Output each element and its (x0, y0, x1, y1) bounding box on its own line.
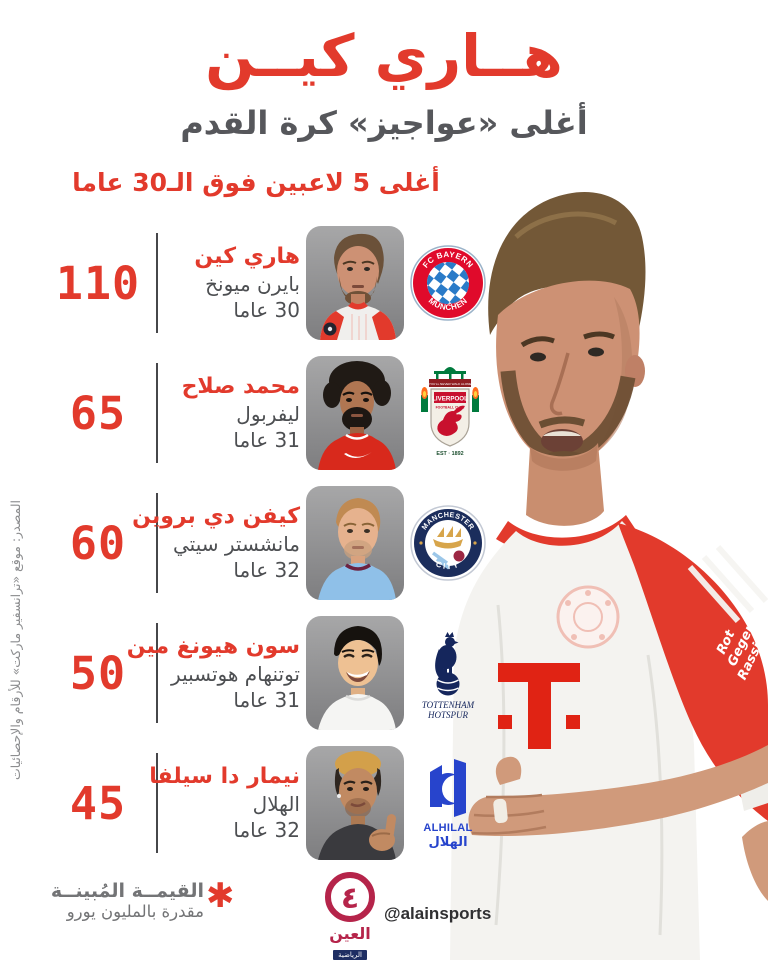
player-value: 65 (69, 386, 127, 440)
footnote-line1: القيمــة المُبينــة (50, 880, 204, 902)
player-club: الهلال (252, 792, 300, 817)
player-photo (306, 486, 404, 600)
alain-logo-badge: الرياضية (333, 950, 367, 960)
player-info: محمد صلاح ليفربول 31 عاما (168, 373, 300, 454)
row-divider (156, 233, 158, 333)
harry-kane-hero-photo: Rot Gegen Rassismus (450, 191, 768, 960)
row-divider (156, 493, 158, 593)
player-info: سون هيونغ مين توتنهام هوتسبير 31 عاما (126, 633, 300, 714)
player-row: 45 نيمار دا سيلفا الهلال 32 عاما (40, 738, 487, 868)
row-divider (156, 753, 158, 853)
alain-logo-icon: ٤ (325, 872, 375, 922)
player-name: محمد صلاح (181, 373, 300, 399)
player-age: 31 عاما (233, 428, 300, 453)
player-row: 110 هاري كين بايرن ميونخ 30 عاما (40, 218, 487, 348)
svg-text:٤: ٤ (341, 881, 359, 916)
player-photo (306, 356, 404, 470)
footnote-line2: مقدرة بالمليون يورو (66, 902, 204, 921)
footnote: القيمــة المُبينــة مقدرة بالمليون يورو (36, 880, 204, 921)
player-photo (306, 746, 404, 860)
player-value: 50 (69, 646, 127, 700)
player-name: كيفن دي بروين (132, 503, 300, 529)
alain-logo: ٤ العين الرياضية (320, 870, 380, 961)
club-crest (409, 365, 487, 461)
player-age: 32 عاما (233, 818, 300, 843)
player-age: 31 عاما (233, 688, 300, 713)
player-photo (306, 226, 404, 340)
club-crest (409, 625, 487, 721)
asterisk-icon: ✱ (206, 876, 235, 916)
source-credit: المصدر: موقع «ترانسفير ماركت» للأرقام وا… (8, 500, 23, 781)
player-info: كيفن دي بروين مانشستر سيتي 32 عاما (132, 503, 300, 584)
player-value: 45 (69, 776, 127, 830)
player-name: نيمار دا سيلفا (149, 763, 300, 789)
player-info: نيمار دا سيلفا الهلال 32 عاما (149, 763, 300, 844)
player-row: 60 كيفن دي بروين مانشستر سيتي 32 عاما (40, 478, 487, 608)
players-list: 110 هاري كين بايرن ميونخ 30 عاما 65 محمد… (40, 218, 487, 868)
player-info: هاري كين بايرن ميونخ 30 عاما (168, 243, 300, 324)
player-age: 32 عاما (233, 558, 300, 583)
social-handle: @alainsports (384, 904, 492, 923)
player-club: بايرن ميونخ (205, 272, 300, 297)
chest-crest-watermark (556, 585, 620, 649)
player-row: 65 محمد صلاح ليفربول 31 عاما (40, 348, 487, 478)
list-heading: أغلى 5 لاعبين فوق الـ30 عاما (72, 168, 440, 197)
alain-logo-name: العين (329, 924, 371, 943)
player-club: ليفربول (236, 402, 300, 427)
player-row: 50 سون هيونغ مين توتنهام هوتسبير 31 عاما (40, 608, 487, 738)
row-divider (156, 363, 158, 463)
player-age: 30 عاما (233, 298, 300, 323)
player-club: توتنهام هوتسبير (171, 662, 300, 687)
page-title: هــاري كيــن (205, 22, 563, 90)
club-crest (409, 235, 487, 331)
player-name: سون هيونغ مين (126, 633, 300, 659)
player-photo (306, 616, 404, 730)
club-crest (409, 755, 487, 851)
row-divider (156, 623, 158, 723)
player-value: 60 (69, 516, 127, 570)
telekom-logo (498, 663, 580, 749)
player-club: مانشستر سيتي (173, 532, 300, 557)
page-subtitle: أغلى «عواجيز» كرة القدم (180, 104, 588, 142)
player-name: هاري كين (194, 243, 300, 269)
club-crest (409, 495, 487, 591)
player-value: 110 (55, 256, 141, 310)
